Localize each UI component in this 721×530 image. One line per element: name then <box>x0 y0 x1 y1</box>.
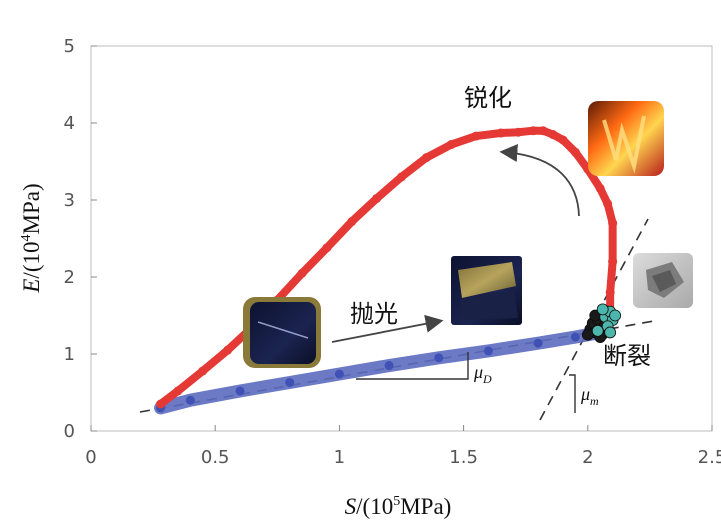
x-tick-label: 2 <box>582 447 593 468</box>
polish-data-point <box>434 353 444 363</box>
sharpen-data-point <box>605 287 615 297</box>
polish-data-point <box>185 395 195 405</box>
sharpen-data-point <box>538 126 548 136</box>
y-tick-label: 3 <box>64 190 75 211</box>
sharpen-data-point <box>446 140 456 150</box>
y-tick-label: 0 <box>64 421 75 442</box>
polish-data-point <box>570 332 580 342</box>
sharpen-data-point <box>372 193 382 203</box>
dashed-fit-line-fracture <box>539 218 649 421</box>
sharpen-data-point <box>570 147 580 157</box>
y-tick-label: 1 <box>64 344 75 365</box>
sharpen-data-point <box>603 199 613 209</box>
sharpen-data-point <box>421 153 431 163</box>
sharpen-data-point <box>198 366 208 376</box>
fracture-point <box>581 328 594 341</box>
fracture-point <box>596 303 609 316</box>
x-axis-ticks: 0 0.5 1 1.5 2 2.5 <box>85 425 721 468</box>
mu-m-label: μm <box>580 384 599 408</box>
sharpen-data-point <box>471 131 481 141</box>
initial-photo-thumbnail <box>243 297 321 368</box>
sharpen-data-point <box>322 243 332 253</box>
polish-data-point <box>384 361 394 371</box>
polish-photo-thumbnail <box>451 256 522 325</box>
sharpen-data-point <box>297 268 307 278</box>
fracture-point <box>591 324 604 337</box>
sharpen-label: 锐化 <box>464 84 512 112</box>
fracture-label: 断裂 <box>603 342 651 370</box>
sharpen-arrow <box>499 144 580 217</box>
mu-d-angle-marker <box>356 352 469 380</box>
sharpen-data-point <box>223 345 233 355</box>
fracture-point <box>609 309 622 322</box>
y-tick-label: 4 <box>64 113 75 134</box>
sharpen-data-point <box>548 130 558 140</box>
sharpen-data-point <box>513 127 523 137</box>
sharpen-data-point <box>558 135 568 145</box>
polish-arrow <box>331 314 444 343</box>
fracture-point <box>604 326 617 339</box>
y-tick-label: 2 <box>64 267 75 288</box>
y-axis-title: E/(104MPa) <box>19 183 44 293</box>
sharpen-data-point <box>496 128 506 138</box>
series-polish-band <box>154 325 607 415</box>
sharpen-data-point <box>608 218 618 228</box>
sharpen-data-point <box>608 257 618 267</box>
y-axis-ticks: 0 1 2 3 4 5 <box>64 36 97 442</box>
polish-label: 抛光 <box>350 300 398 328</box>
x-tick-label: 1.5 <box>449 447 478 468</box>
sharpen-data-point <box>397 172 406 182</box>
fracture-photo-thumbnail <box>633 253 693 308</box>
sharpen-data-point <box>528 126 538 136</box>
sharpen-data-point <box>156 399 166 409</box>
polish-data-point <box>334 369 344 379</box>
fracture-point-cluster <box>581 303 622 343</box>
sharpen-data-point <box>347 217 357 227</box>
sharpen-data-point <box>595 183 605 193</box>
x-tick-label: 0 <box>85 447 96 468</box>
sharpen-data-point <box>173 386 183 396</box>
mu-d-label: μD <box>473 362 492 386</box>
x-axis-title: S/(105MPa) <box>345 494 452 519</box>
x-tick-label: 0.5 <box>201 447 230 468</box>
y-tick-label: 5 <box>64 36 75 57</box>
polish-data-point <box>285 377 295 387</box>
mu-m-angle-marker <box>569 374 576 413</box>
x-tick-label: 1 <box>334 447 345 468</box>
x-tick-label: 2.5 <box>698 447 721 468</box>
polish-data-point <box>235 386 245 396</box>
polish-data-point <box>483 346 493 356</box>
plot-frame <box>90 45 713 432</box>
polish-data-point <box>533 338 543 348</box>
sharpen-photo-thumbnail <box>588 101 664 176</box>
